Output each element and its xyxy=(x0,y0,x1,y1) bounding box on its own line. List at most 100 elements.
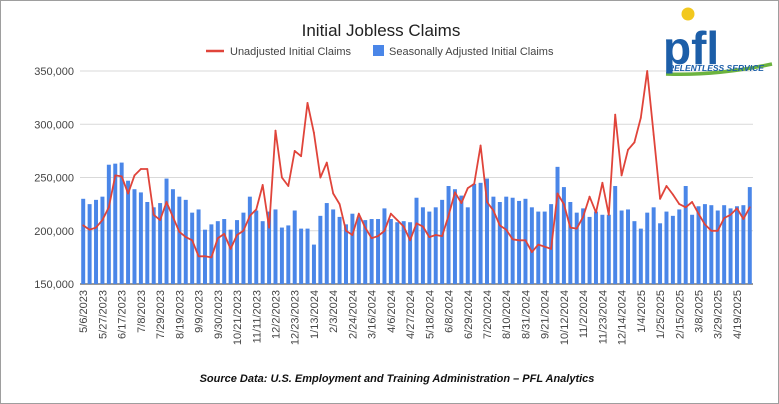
x-tick-label: 4/19/2025 xyxy=(732,290,744,339)
bar xyxy=(420,207,425,284)
y-tick-label: 300,000 xyxy=(34,119,74,131)
line-point xyxy=(178,230,181,233)
bar xyxy=(734,206,739,284)
bar xyxy=(722,205,727,284)
line-point xyxy=(370,237,373,240)
bar xyxy=(536,211,541,284)
bar xyxy=(286,225,291,284)
x-tick-label: 5/6/2023 xyxy=(78,290,90,333)
line-point xyxy=(402,225,405,228)
x-tick-label: 5/18/2024 xyxy=(424,290,436,339)
bar xyxy=(651,207,656,284)
line-point xyxy=(313,131,315,134)
chart-title: Initial Jobless Claims xyxy=(302,21,461,40)
x-tick-label: 11/11/2023 xyxy=(251,290,263,343)
bar xyxy=(510,197,515,284)
bar xyxy=(305,228,310,284)
bar xyxy=(542,211,547,284)
line-point xyxy=(114,174,117,177)
x-tick-label: 5/27/2023 xyxy=(97,290,109,339)
line-point xyxy=(434,234,437,236)
line-point xyxy=(646,70,649,72)
bar xyxy=(196,209,201,284)
y-tick-label: 200,000 xyxy=(34,226,74,238)
bar xyxy=(331,209,336,284)
line-point xyxy=(684,206,687,209)
bar xyxy=(132,189,137,284)
bar xyxy=(106,164,111,284)
line-point xyxy=(486,201,488,203)
bar xyxy=(561,187,566,284)
bar xyxy=(363,220,368,284)
legend: Unadjusted Initial Claims Seasonally Adj… xyxy=(206,45,554,58)
bar xyxy=(452,189,457,284)
bar xyxy=(344,224,348,284)
line-point xyxy=(441,235,444,237)
bar xyxy=(209,224,214,284)
bar xyxy=(459,195,464,284)
line-point xyxy=(620,174,623,177)
line-point xyxy=(159,219,162,222)
line-point xyxy=(530,251,533,253)
line-point xyxy=(101,219,104,222)
bar xyxy=(600,214,605,284)
bar xyxy=(183,199,188,284)
bar xyxy=(427,211,432,284)
bar xyxy=(619,210,624,284)
x-tick-label: 9/30/2023 xyxy=(213,290,225,339)
x-tick-label: 4/6/2024 xyxy=(386,290,398,333)
x-tick-label: 4/27/2024 xyxy=(405,290,417,339)
bar xyxy=(478,182,483,284)
bar xyxy=(254,210,259,284)
line-point xyxy=(511,238,514,241)
x-tick-label: 11/23/2024 xyxy=(597,290,609,344)
x-tick-label: 1/25/2025 xyxy=(655,290,667,339)
line-point xyxy=(563,203,565,206)
bar xyxy=(645,212,650,284)
line-point xyxy=(601,181,604,184)
x-tick-label: 3/29/2025 xyxy=(713,290,725,339)
line-point xyxy=(197,255,200,258)
line-point xyxy=(723,217,726,219)
bar xyxy=(260,221,265,284)
x-tick-label: 6/8/2024 xyxy=(444,290,456,333)
line-point xyxy=(184,236,187,239)
line-point xyxy=(357,212,360,215)
line-point xyxy=(287,185,290,187)
line-unadjusted xyxy=(82,70,751,259)
line-point xyxy=(351,234,354,236)
bar xyxy=(164,178,169,284)
bar xyxy=(267,211,272,284)
line-point xyxy=(242,229,245,232)
bar xyxy=(606,214,611,284)
line-point xyxy=(582,216,585,218)
bar xyxy=(446,186,451,284)
line-point xyxy=(710,229,713,232)
line-point xyxy=(415,222,418,225)
line-point xyxy=(120,175,123,178)
bar xyxy=(247,196,252,284)
line-point xyxy=(588,195,591,198)
line-point xyxy=(524,239,527,242)
x-tick-label: 8/10/2024 xyxy=(501,290,513,339)
logo-sun xyxy=(681,7,695,21)
line-point xyxy=(748,206,751,209)
line-point xyxy=(569,226,572,229)
x-tick-label: 7/29/2023 xyxy=(155,290,167,339)
bar xyxy=(222,219,227,284)
bar xyxy=(658,223,663,284)
bar xyxy=(145,201,150,284)
line-point xyxy=(383,229,386,232)
y-tick-label: 250,000 xyxy=(34,173,74,185)
legend-label-unadjusted: Unadjusted Initial Claims xyxy=(230,46,352,58)
bar xyxy=(690,214,695,284)
x-tick-label: 9/9/2023 xyxy=(194,290,206,333)
line-point xyxy=(498,224,501,227)
x-tick-label: 12/14/2024 xyxy=(617,290,629,345)
bar xyxy=(497,201,502,284)
line-point xyxy=(172,216,174,218)
bar xyxy=(440,199,445,284)
x-tick-label: 12/23/2023 xyxy=(290,290,302,345)
bar xyxy=(337,216,342,284)
line-point xyxy=(146,168,149,170)
